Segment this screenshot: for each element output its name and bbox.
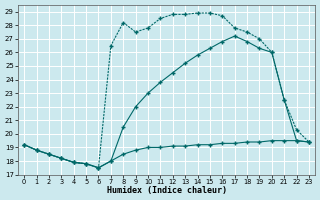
X-axis label: Humidex (Indice chaleur): Humidex (Indice chaleur) — [107, 186, 227, 195]
